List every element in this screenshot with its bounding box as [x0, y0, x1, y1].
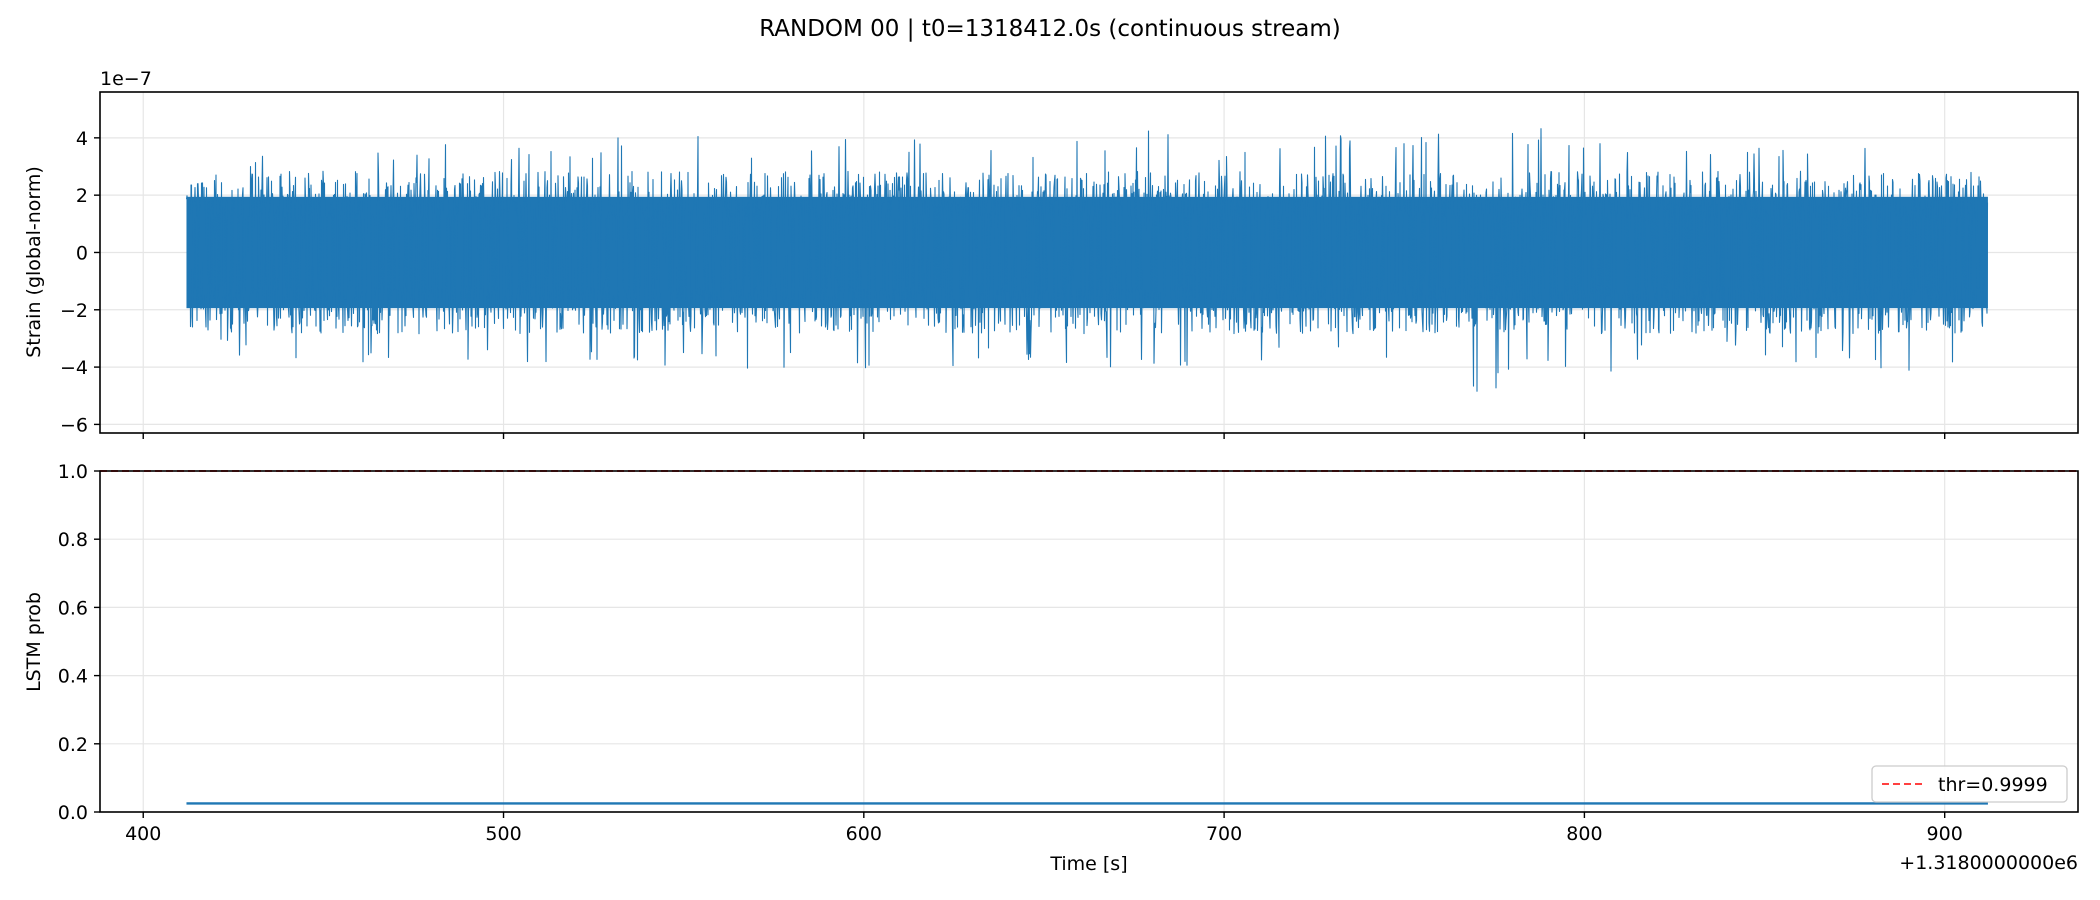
strain-y-tick-label: 2 — [76, 185, 88, 207]
lstm-y-tick-label: 1.0 — [58, 461, 88, 483]
strain-signal — [185, 128, 1989, 392]
lstm-y-tick-label: 0.8 — [58, 529, 88, 551]
lstm-y-label: LSTM prob — [23, 592, 45, 692]
strain-y-tick-label: −6 — [60, 414, 88, 436]
x-offset-label: +1.3180000000e6 — [1899, 852, 2078, 874]
legend-threshold-label: thr=0.9999 — [1938, 774, 2048, 796]
strain-y-tick-label: 0 — [76, 242, 88, 264]
strain-scale-label: 1e−7 — [100, 68, 152, 90]
strain-y-tick-label: −2 — [60, 300, 88, 322]
strain-axes-frame — [99, 91, 2079, 434]
figure-title: RANDOM 00 | t0=1318412.0s (continuous st… — [759, 16, 1341, 42]
lstm-x-tick-label: 400 — [125, 823, 161, 845]
legend-box — [1871, 765, 2068, 803]
lstm-x-tick-label: 700 — [1206, 823, 1242, 845]
strain-panel: −6 −4 −2 0 2 4 1e−7 Strain (global-norm) — [23, 68, 2079, 439]
lstm-lines — [100, 470, 2078, 805]
x-axis-label: Time [s] — [1049, 853, 1127, 875]
lstm-y-tick-label: 0.6 — [58, 597, 88, 619]
strain-y-tick-label: 4 — [76, 128, 88, 150]
strain-ticks: −6 −4 −2 0 2 4 — [60, 128, 1946, 439]
legend: thr=0.9999 — [1871, 765, 2068, 803]
lstm-ticks: 400 500 600 700 800 900 0.0 0.2 0.4 0.6 0.8 1.0 — [58, 461, 1963, 845]
lstm-x-tick-label: 900 — [1927, 823, 1963, 845]
lstm-y-tick-label: 0.2 — [58, 734, 88, 756]
lstm-y-tick-label: 0.0 — [58, 802, 88, 824]
strain-y-label: Strain (global-norm) — [23, 166, 45, 358]
lstm-x-tick-label: 800 — [1566, 823, 1602, 845]
lstm-axes-frame — [99, 470, 2079, 813]
strain-y-tick-label: −4 — [60, 357, 88, 379]
lstm-panel: 400 500 600 700 800 900 0.0 0.2 0.4 0.6 0.8 1.0 LST… — [23, 461, 2079, 845]
strain-signal-line — [185, 128, 1989, 392]
lstm-y-tick-label: 0.4 — [58, 666, 88, 688]
lstm-x-tick-label: 600 — [846, 823, 882, 845]
lstm-x-tick-label: 500 — [485, 823, 521, 845]
